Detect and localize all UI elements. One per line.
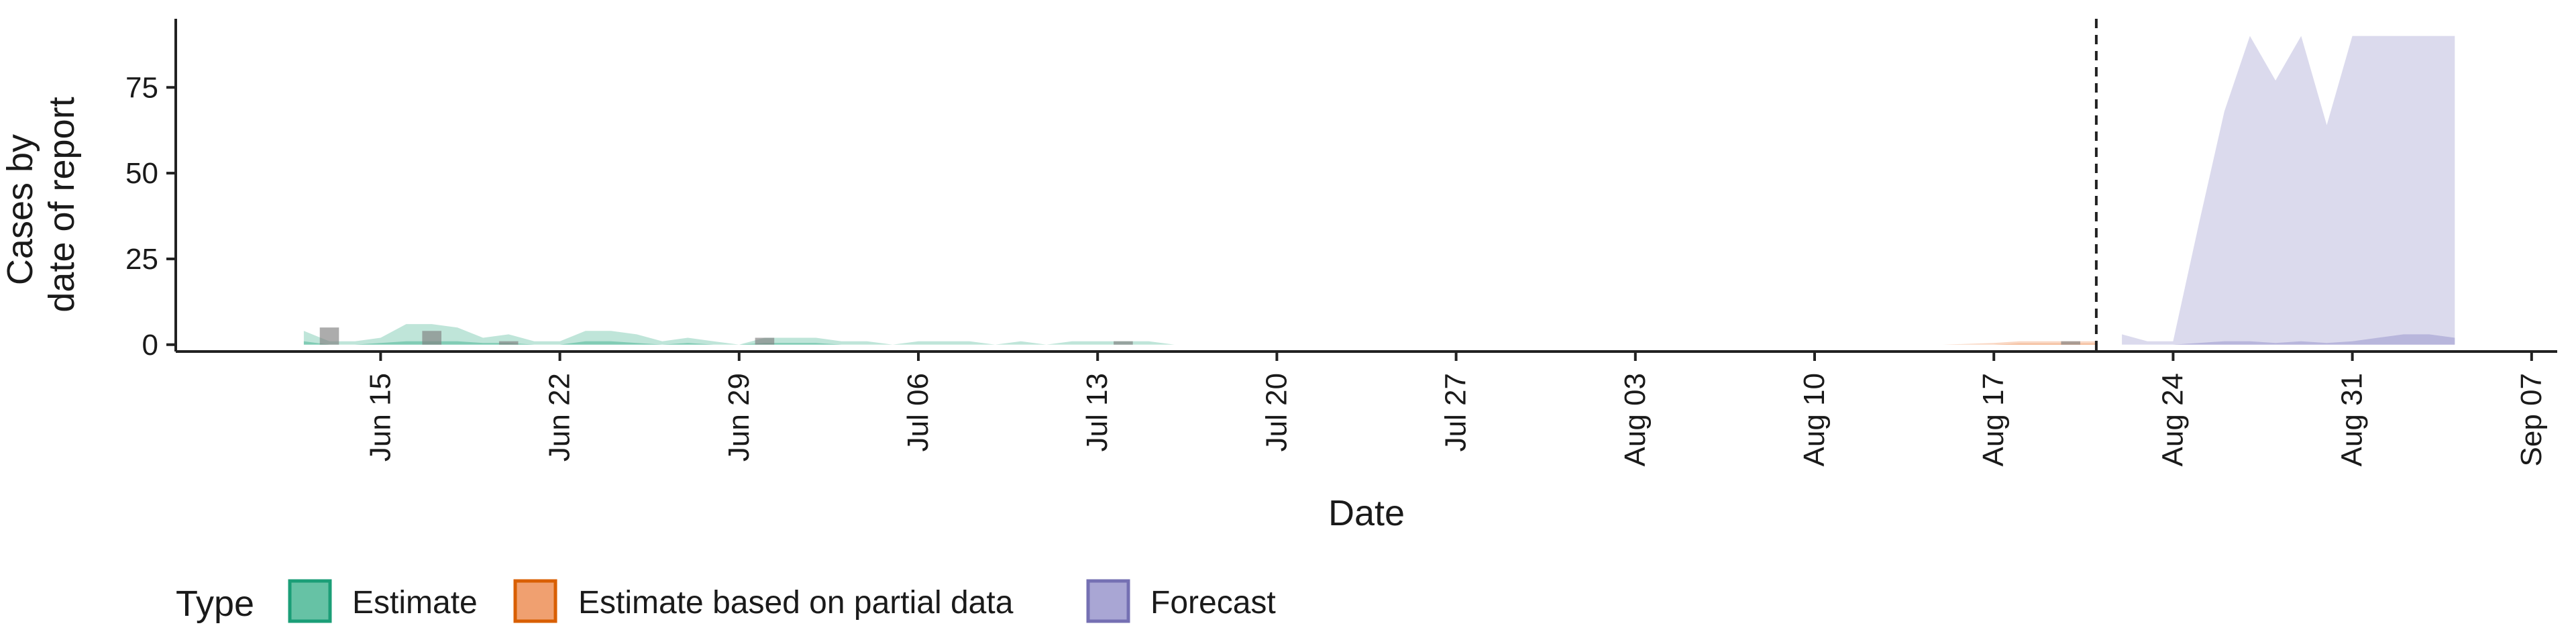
x-tick-label-aug-03: Aug 03 [1619,373,1652,466]
x-axis-title: Date [1328,493,1405,533]
y-axis-title: Cases by date of report [0,97,82,312]
legend-label-partial: Estimate based on partial data [578,585,1014,621]
y-tick-label-0: 0 [142,329,158,362]
y-axis-title-line-1: Cases by [0,134,40,285]
x-ticks: Jun 15 Jun 22 Jun 29 Jul 06 Jul 13 Jul 20 Jul … [364,352,2548,466]
band-outer-estimate [303,324,1764,345]
observed-bar-2020-06-17 [422,331,441,345]
axes [174,19,2557,353]
observed-bar-2020-07-14 [1114,341,1133,345]
x-tick-label-aug-17: Aug 17 [1977,373,2010,466]
band-inner-estimate [303,341,1764,345]
observed-bars [319,327,2080,345]
y-axis-title-line-2: date of report [42,97,82,312]
legend-swatch-forecast [1086,579,1130,623]
legend: Type Estimate Estimate based on partial … [176,579,1276,624]
estimate-bands [303,36,2455,345]
legend-title: Type [176,584,254,624]
band-inner-forecast [2122,334,2455,345]
x-tick-label-jul-20: Jul 20 [1260,373,1293,451]
x-tick-label-jun-29: Jun 29 [722,373,755,462]
band-inner-estimate-based-on-partial-data [1788,343,2096,345]
observed-bar-2020-06-30 [755,337,775,345]
band-outer-forecast [2122,36,2455,345]
legend-swatch-partial [513,579,557,623]
y-ticks: 0 25 50 75 [125,71,176,362]
y-tick-label-25: 25 [125,243,158,276]
legend-label-forecast: Forecast [1150,585,1276,621]
x-tick-label-aug-10: Aug 10 [1798,373,1831,466]
observed-bar-2020-06-13 [319,327,339,345]
x-tick-label-jul-13: Jul 13 [1081,373,1114,451]
observed-bar-2020-06-20 [498,341,519,345]
legend-label-estimate: Estimate [352,585,478,621]
x-tick-label-aug-31: Aug 31 [2336,373,2369,466]
x-tick-label-sep-07: Sep 07 [2515,373,2548,466]
legend-swatch-estimate [288,579,332,623]
y-tick-label-75: 75 [125,71,158,104]
x-tick-label-jun-15: Jun 15 [364,373,396,462]
x-tick-label-jun-22: Jun 22 [543,373,576,462]
y-tick-label-50: 50 [125,157,158,190]
x-tick-label-jul-27: Jul 27 [1440,373,1472,451]
x-tick-label-jul-06: Jul 06 [902,373,934,451]
observed-bar-2020-08-20 [2061,341,2080,345]
x-tick-label-aug-24: Aug 24 [2156,373,2189,466]
